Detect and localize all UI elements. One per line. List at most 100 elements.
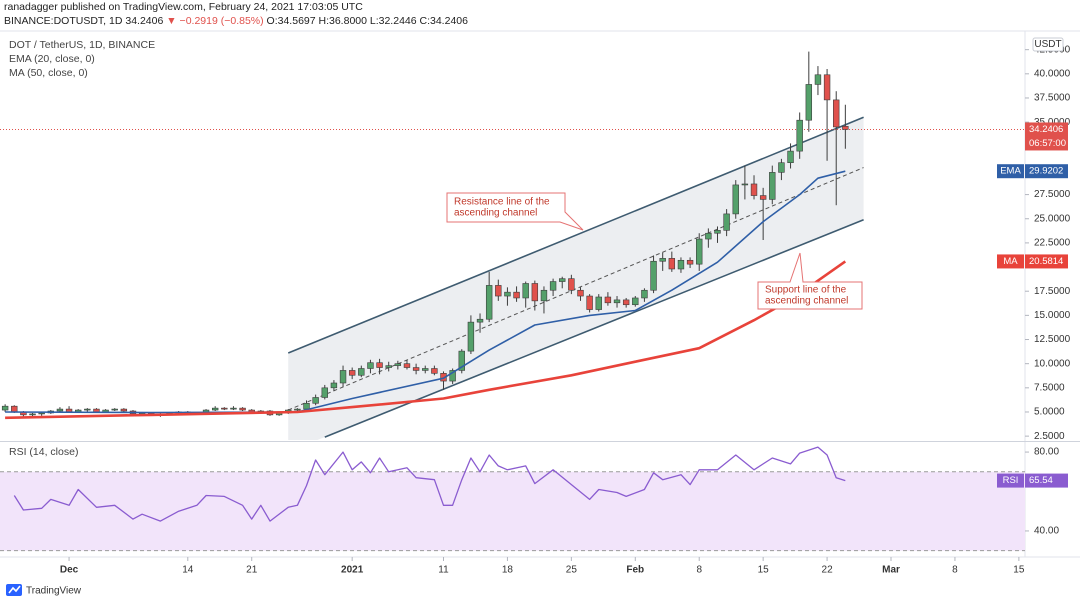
candle-body — [449, 370, 456, 382]
x-tick-label: 15 — [1013, 565, 1025, 576]
candle-body — [11, 405, 18, 413]
candle-body — [467, 321, 475, 352]
callout-box — [757, 252, 863, 310]
x-tick-label: 21 — [246, 565, 258, 576]
annotation-line: ascending channel — [765, 296, 848, 307]
y-tick-label: 17.5000 — [1034, 286, 1071, 297]
candle-body — [476, 318, 484, 323]
candle-body — [796, 119, 803, 152]
trend-line — [288, 167, 864, 411]
candle-body — [778, 162, 785, 173]
candle-body — [696, 238, 703, 265]
candle-body — [568, 278, 575, 291]
candle-body — [394, 363, 402, 366]
x-tick-label: 11 — [438, 565, 449, 576]
candle-body — [120, 408, 128, 412]
candle-body — [577, 289, 584, 297]
last-price-box — [1025, 122, 1068, 151]
candle-body — [723, 213, 730, 231]
candle-body — [111, 408, 118, 411]
candle-body — [714, 230, 721, 234]
indicator-line — [5, 260, 847, 420]
y-tick-label: 5.0000 — [1034, 407, 1065, 418]
annotation-line: Support line of the — [765, 285, 847, 296]
y-tick-label: 2.5000 — [1034, 431, 1065, 442]
y-tick-label: 40.0000 — [1034, 68, 1071, 79]
candle-body — [422, 368, 429, 371]
series-value: 65.54 — [1029, 475, 1053, 486]
footer-logo: TradingView — [6, 584, 82, 597]
candle-body — [586, 295, 593, 310]
last-price: 34.2406 — [125, 15, 163, 27]
y-tick-label: 15.0000 — [1034, 310, 1071, 321]
y-tick-label: 12.5000 — [1034, 334, 1071, 345]
candle-body — [211, 407, 219, 411]
candle-body — [686, 259, 694, 265]
candle-body — [221, 407, 228, 410]
candle-body — [659, 258, 666, 262]
series-tag: RSI — [1003, 475, 1019, 486]
plot: 2.5000 5.0000 7.5000 10.0000 12.5000 15.0000 1… — [0, 44, 1071, 576]
annotation-line: Resistance line of the — [454, 197, 550, 208]
indicator-line — [13, 446, 846, 522]
callout-box — [446, 192, 584, 231]
y-tick-label: 40.00 — [1034, 526, 1059, 537]
series-value-box — [1025, 473, 1068, 488]
candle-body — [29, 413, 36, 416]
candle-body — [805, 84, 813, 121]
candle-body — [376, 362, 383, 368]
indicator-line — [5, 170, 846, 414]
candle-body — [531, 283, 539, 302]
candle-body — [814, 74, 822, 85]
candle-body — [458, 350, 465, 371]
y-tick-label: 37.5000 — [1034, 93, 1071, 104]
candle-body — [677, 259, 685, 270]
candle-body — [741, 183, 749, 186]
y-tick-label: 7.5000 — [1034, 382, 1065, 393]
candle-body — [348, 370, 356, 376]
candle-body — [1, 405, 9, 411]
series-value: 20.5814 — [1029, 256, 1063, 267]
candle-body — [303, 402, 310, 410]
candle-body — [312, 397, 319, 404]
x-tick-label: 25 — [566, 565, 578, 576]
candle-body — [750, 183, 758, 196]
series-tag-box — [997, 164, 1024, 179]
candle-body — [540, 289, 548, 302]
x-tick-label: Feb — [626, 565, 644, 576]
candle-body — [613, 299, 621, 304]
candle-body — [239, 407, 246, 411]
y-tick-label: 80.00 — [1034, 447, 1059, 458]
candle-body — [823, 74, 831, 101]
candle-body — [38, 412, 45, 415]
candle-body — [842, 125, 849, 130]
x-tick-label: 18 — [502, 565, 514, 576]
last-price-label: 34.2406 — [1029, 124, 1063, 135]
legend-ma: MA (50, close, 0) — [9, 67, 88, 79]
brand: TradingView — [26, 586, 82, 597]
candle-body — [485, 285, 493, 320]
x-tick-label: 22 — [822, 565, 834, 576]
publisher-line: ranadagger published on TradingView.com,… — [4, 1, 363, 13]
candle-body — [56, 408, 64, 412]
annotation-support: Support line of the ascending channel — [757, 252, 863, 310]
candle-body — [321, 387, 328, 398]
symbol: BINANCE:DOTUSDT, 1D — [4, 15, 123, 27]
candle-body — [769, 172, 776, 200]
currency-box — [1032, 37, 1064, 52]
candle-body — [403, 363, 411, 368]
candle-body — [604, 296, 612, 304]
series-tag-box — [997, 254, 1024, 269]
series-tag: EMA — [1000, 166, 1021, 177]
candle-body — [495, 285, 502, 297]
rsi-band — [0, 471, 1025, 551]
legend-ema: EMA (20, close, 0) — [9, 53, 95, 65]
x-tick-label: 8 — [952, 565, 958, 576]
candle-body — [759, 195, 767, 200]
candle-body — [431, 368, 438, 374]
candle-body — [668, 258, 676, 270]
chart-title: DOT / TetherUS, 1D, BINANCE — [9, 39, 155, 51]
series-value-box — [1025, 254, 1068, 269]
x-tick-label: 2021 — [341, 565, 364, 576]
